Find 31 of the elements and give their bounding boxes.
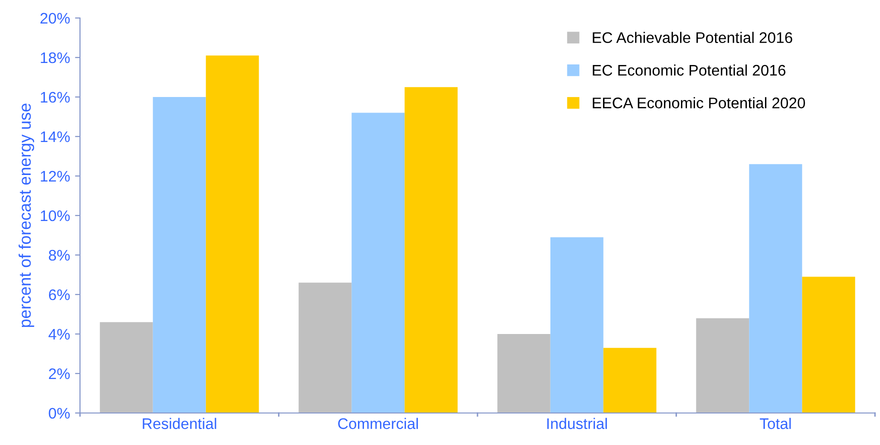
x-tick-label: Total — [760, 418, 791, 430]
y-tick-label: 2% — [48, 368, 70, 380]
bar — [404, 87, 458, 413]
y-tick-label: 12% — [40, 170, 70, 182]
x-tick-label: Industrial — [547, 418, 607, 430]
y-tick-label: 4% — [48, 328, 70, 340]
y-tick-label: 14% — [40, 131, 70, 142]
bar — [802, 276, 856, 413]
y-tick-label: 8% — [48, 250, 70, 261]
bar — [749, 164, 802, 413]
bar — [696, 318, 750, 413]
bar — [100, 322, 153, 413]
bar — [550, 237, 604, 413]
bar — [497, 334, 550, 413]
y-tick-label: 20% — [40, 12, 70, 24]
y-tick-label: 18% — [40, 52, 70, 64]
legend-label: EECA Economic Potential 2020 — [592, 97, 806, 108]
x-tick-label: Residential — [142, 418, 216, 430]
y-tick-label: 16% — [40, 92, 70, 103]
y-tick-label: 6% — [48, 289, 70, 300]
bar — [206, 56, 259, 413]
y-axis-title: percent of forecast energy use — [18, 104, 34, 327]
bar — [352, 112, 405, 413]
legend-label: EC Achievable Potential 2016 — [592, 32, 792, 44]
y-tick-label: 10% — [40, 210, 70, 222]
bar — [298, 282, 352, 413]
y-tick-label: 0% — [48, 408, 70, 419]
legend-label: EC Economic Potential 2016 — [592, 64, 786, 76]
bar — [152, 97, 206, 413]
x-tick-label: Commercial — [338, 418, 418, 430]
bar — [603, 348, 656, 413]
